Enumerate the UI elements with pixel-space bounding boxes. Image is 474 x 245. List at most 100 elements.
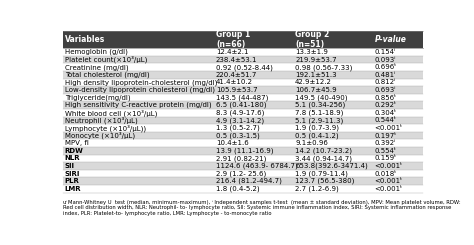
Bar bbox=[63, 56, 214, 63]
Text: 0.856ᵗ: 0.856ᵗ bbox=[374, 95, 396, 101]
Text: SIRI: SIRI bbox=[65, 171, 80, 177]
Text: 123.7 (56.5-380): 123.7 (56.5-380) bbox=[295, 178, 355, 184]
Text: 653.8(392.6-3471.4): 653.8(392.6-3471.4) bbox=[295, 163, 368, 169]
Bar bbox=[214, 185, 293, 193]
Bar bbox=[63, 147, 214, 155]
Bar bbox=[293, 117, 373, 124]
Text: 12.4±2.1: 12.4±2.1 bbox=[216, 49, 248, 55]
Bar bbox=[373, 94, 423, 101]
Text: Neutrophil (×10³/μL): Neutrophil (×10³/μL) bbox=[65, 117, 137, 124]
Text: 1.9 (0.7-3.9): 1.9 (0.7-3.9) bbox=[295, 125, 339, 131]
Text: MPV, fl: MPV, fl bbox=[65, 140, 89, 146]
Bar bbox=[293, 124, 373, 132]
Bar bbox=[373, 139, 423, 147]
Text: Group 2
(n=51): Group 2 (n=51) bbox=[295, 30, 329, 49]
Text: 2.7 (1.2-6.9): 2.7 (1.2-6.9) bbox=[295, 185, 339, 192]
Text: 6.5 (0.41-180): 6.5 (0.41-180) bbox=[216, 102, 266, 109]
Bar bbox=[373, 170, 423, 177]
Text: LMR: LMR bbox=[65, 186, 82, 192]
Bar bbox=[293, 101, 373, 109]
Text: <0.001ᵗ: <0.001ᵗ bbox=[374, 186, 402, 192]
Bar bbox=[214, 132, 293, 139]
Bar bbox=[214, 101, 293, 109]
Text: 0.554ᵗ: 0.554ᵗ bbox=[374, 148, 396, 154]
Text: 13.3±1.9: 13.3±1.9 bbox=[295, 49, 328, 55]
Text: P-value: P-value bbox=[374, 35, 406, 44]
Bar bbox=[293, 56, 373, 63]
Bar bbox=[373, 124, 423, 132]
Bar bbox=[373, 117, 423, 124]
Text: 0.696ᵗ: 0.696ᵗ bbox=[374, 64, 397, 70]
Text: 0.92 (0.52-8.44): 0.92 (0.52-8.44) bbox=[216, 64, 273, 71]
Text: 5.1 (0.34-256): 5.1 (0.34-256) bbox=[295, 102, 346, 109]
Bar bbox=[373, 86, 423, 94]
Bar bbox=[63, 101, 214, 109]
Bar bbox=[373, 71, 423, 79]
Bar bbox=[63, 117, 214, 124]
Bar bbox=[63, 71, 214, 79]
Text: 0.018ᵗ: 0.018ᵗ bbox=[374, 171, 397, 177]
Bar bbox=[293, 185, 373, 193]
Text: 13.9 (11.1-16.9): 13.9 (11.1-16.9) bbox=[216, 147, 273, 154]
Text: 2.91 (0.82-21): 2.91 (0.82-21) bbox=[216, 155, 266, 162]
Text: 0.693ⁱ: 0.693ⁱ bbox=[374, 87, 396, 93]
Text: 0.5 (0.4-1.2): 0.5 (0.4-1.2) bbox=[295, 132, 339, 139]
Text: 0.304ᵗ: 0.304ᵗ bbox=[374, 110, 396, 116]
Bar bbox=[63, 155, 214, 162]
Text: 219.9±53.7: 219.9±53.7 bbox=[295, 57, 337, 63]
Bar bbox=[373, 56, 423, 63]
Text: 7.8 (5.1-18.9): 7.8 (5.1-18.9) bbox=[295, 110, 344, 116]
Bar bbox=[293, 71, 373, 79]
Text: 0.481ⁱ: 0.481ⁱ bbox=[374, 72, 396, 78]
Bar bbox=[373, 79, 423, 86]
Text: Creatinine (mg/dl): Creatinine (mg/dl) bbox=[65, 64, 128, 71]
Bar bbox=[373, 101, 423, 109]
Bar bbox=[293, 31, 373, 48]
Text: 106.7±45.9: 106.7±45.9 bbox=[295, 87, 337, 93]
Text: 0.544ᵗ: 0.544ᵗ bbox=[374, 117, 396, 123]
Text: 1.3 (0.5-2.7): 1.3 (0.5-2.7) bbox=[216, 125, 260, 131]
Bar bbox=[63, 94, 214, 101]
Bar bbox=[373, 162, 423, 170]
Text: 0.159ᵗ: 0.159ᵗ bbox=[374, 155, 396, 161]
Text: 4.9 (3.1-14.2): 4.9 (3.1-14.2) bbox=[216, 117, 264, 124]
Text: 1.8 (0.4-5.2): 1.8 (0.4-5.2) bbox=[216, 185, 260, 192]
Text: Monocyte (×10³/μL): Monocyte (×10³/μL) bbox=[65, 132, 135, 139]
Text: SII: SII bbox=[65, 163, 75, 169]
Bar bbox=[63, 170, 214, 177]
Bar bbox=[373, 109, 423, 117]
Bar bbox=[63, 48, 214, 56]
Text: <0.001ᵗ: <0.001ᵗ bbox=[374, 178, 402, 184]
Bar bbox=[373, 147, 423, 155]
Bar bbox=[63, 31, 214, 48]
Text: White blood cell (×10³/μL): White blood cell (×10³/μL) bbox=[65, 109, 157, 117]
Text: Triglyceride(mg/dl): Triglyceride(mg/dl) bbox=[65, 94, 130, 101]
Bar bbox=[293, 63, 373, 71]
Bar bbox=[63, 185, 214, 193]
Bar bbox=[293, 109, 373, 117]
Bar bbox=[214, 71, 293, 79]
Text: 1.9 (0.79-11.4): 1.9 (0.79-11.4) bbox=[295, 170, 348, 177]
Text: NLR: NLR bbox=[65, 155, 81, 161]
Bar bbox=[63, 177, 214, 185]
Text: Total cholesterol (mg/dl): Total cholesterol (mg/dl) bbox=[65, 72, 149, 78]
Bar bbox=[214, 124, 293, 132]
Bar bbox=[63, 86, 214, 94]
Text: Group 1
(n=66): Group 1 (n=66) bbox=[216, 30, 250, 49]
Bar bbox=[373, 185, 423, 193]
Bar bbox=[293, 162, 373, 170]
Bar bbox=[214, 63, 293, 71]
Bar bbox=[373, 132, 423, 139]
Text: 8.3 (4.9-17.6): 8.3 (4.9-17.6) bbox=[216, 110, 264, 116]
Text: 238.4±53.1: 238.4±53.1 bbox=[216, 57, 257, 63]
Bar bbox=[214, 79, 293, 86]
Text: 42.9±12.2: 42.9±12.2 bbox=[295, 79, 332, 86]
Text: 0.292ᵗ: 0.292ᵗ bbox=[374, 102, 396, 108]
Text: 0.5 (0.3-1.5): 0.5 (0.3-1.5) bbox=[216, 132, 260, 139]
Text: 9.1±0.96: 9.1±0.96 bbox=[295, 140, 328, 146]
Bar bbox=[373, 155, 423, 162]
Text: 105.9±53.7: 105.9±53.7 bbox=[216, 87, 257, 93]
Text: 5.1 (2.9-11.3): 5.1 (2.9-11.3) bbox=[295, 117, 343, 124]
Bar bbox=[214, 177, 293, 185]
Bar bbox=[63, 132, 214, 139]
